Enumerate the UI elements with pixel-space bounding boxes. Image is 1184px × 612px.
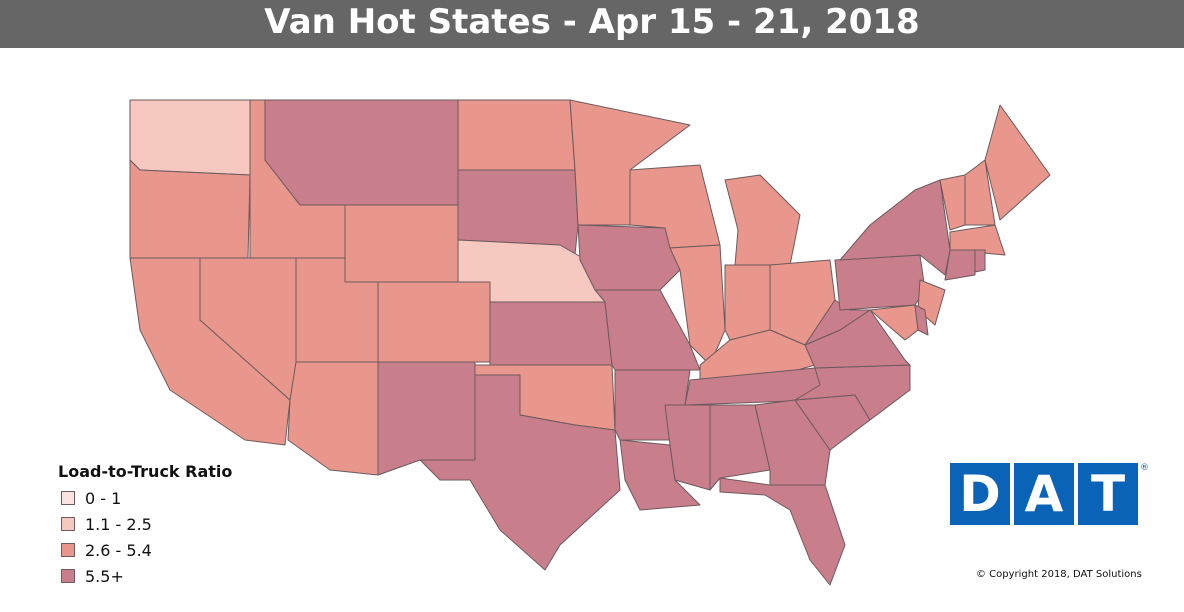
legend-swatch [61, 517, 75, 531]
logo-letter: D [950, 463, 1010, 525]
logo-letter: T [1078, 463, 1138, 525]
legend-swatch [61, 543, 75, 557]
legend-swatch [61, 569, 75, 583]
states [129, 99, 1051, 586]
legend-label: 1.1 - 2.5 [85, 514, 152, 534]
legend-label: 5.5+ [85, 566, 124, 586]
legend: Load-to-Truck Ratio 0 - 1 1.1 - 2.5 2.6 … [58, 462, 232, 589]
logo-mark: ® [1140, 463, 1149, 473]
logo: D A T ® [950, 463, 1149, 525]
legend-entry: 0 - 1 [58, 485, 232, 511]
legend-entry: 2.6 - 5.4 [58, 537, 232, 563]
logo-letter: A [1014, 463, 1074, 525]
legend-label: 2.6 - 5.4 [85, 540, 152, 560]
legend-label: 0 - 1 [85, 488, 122, 508]
title: Van Hot States - Apr 15 - 21, 2018 [0, 0, 1184, 48]
legend-swatch [61, 491, 75, 505]
legend-title: Load-to-Truck Ratio [58, 462, 233, 481]
legend-entry: 5.5+ [58, 563, 232, 589]
copyright: © Copyright 2018, DAT Solutions [976, 569, 1142, 580]
legend-entry: 1.1 - 2.5 [58, 511, 232, 537]
